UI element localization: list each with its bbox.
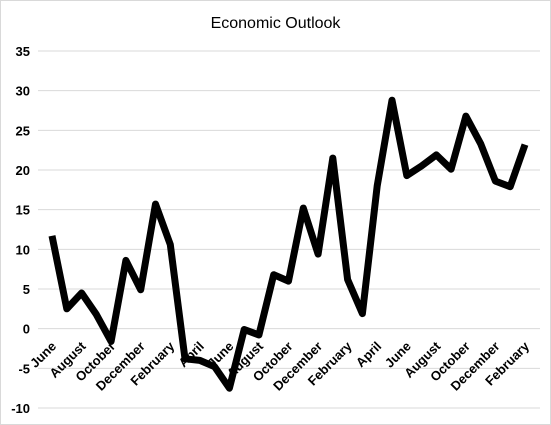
y-tick-label: 30 [16, 84, 30, 99]
y-tick-label: 25 [16, 123, 30, 138]
y-axis-tick-labels: -10 -5 0 5 10 15 20 25 30 35 [11, 44, 30, 416]
y-tick-label: 0 [23, 322, 30, 337]
y-tick-label: -5 [18, 361, 30, 376]
x-tick-label: April [353, 339, 385, 371]
y-tick-label: 5 [23, 282, 30, 297]
gridlines [38, 50, 540, 409]
y-tick-label: 20 [16, 163, 30, 178]
y-tick-label: 10 [16, 242, 30, 257]
y-tick-label: 15 [16, 203, 30, 218]
y-tick-label: -10 [11, 401, 30, 416]
y-tick-label: 35 [16, 44, 30, 59]
x-axis-tick-labels: JuneAugustOctoberDecemberFebruaryAprilJu… [27, 338, 533, 394]
series-line [48, 96, 529, 392]
chart-title: Economic Outlook [210, 15, 341, 32]
